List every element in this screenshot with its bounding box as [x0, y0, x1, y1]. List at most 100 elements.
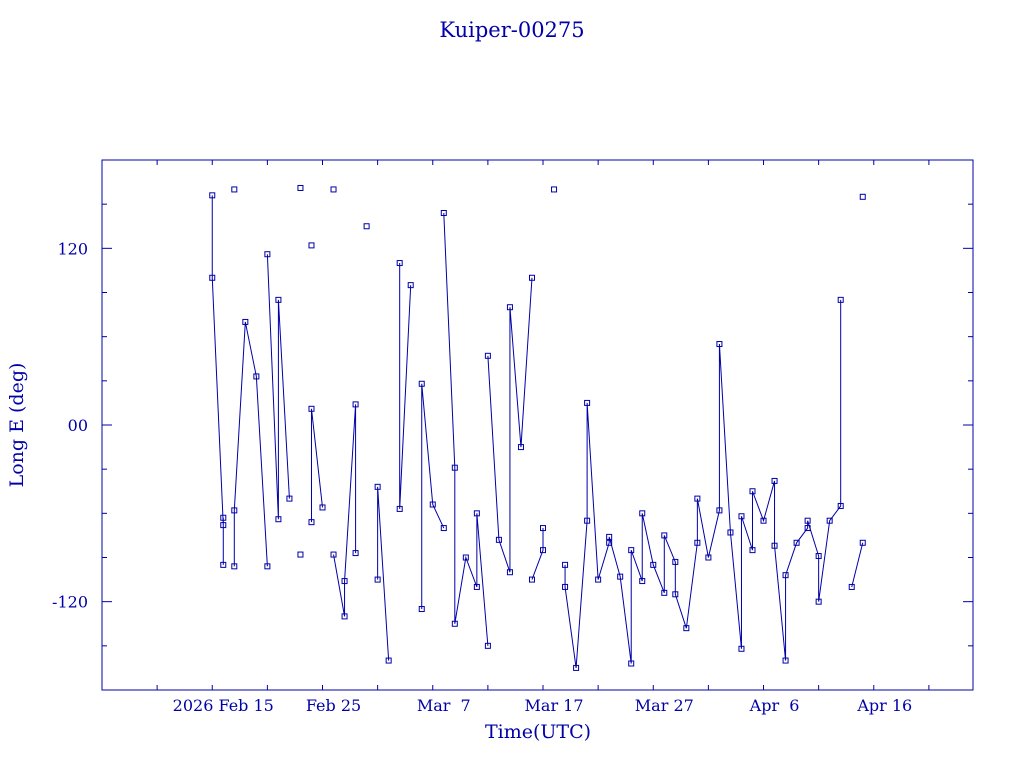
data-point	[451, 620, 458, 627]
data-point	[429, 501, 436, 508]
x-tick-label: 2026 Feb 15	[173, 696, 274, 715]
data-point	[264, 251, 271, 258]
data-point	[815, 553, 822, 560]
data-point	[749, 547, 756, 554]
data-point	[738, 513, 745, 520]
data-point	[220, 514, 227, 521]
data-point	[462, 554, 469, 561]
data-point	[639, 510, 646, 517]
data-point	[606, 539, 613, 546]
data-point	[242, 318, 249, 325]
data-point	[815, 598, 822, 605]
data-point	[848, 583, 855, 590]
data-point	[584, 517, 591, 524]
data-point	[672, 591, 679, 598]
data-point	[506, 569, 513, 576]
x-axis-label: Time(UTC)	[485, 721, 591, 743]
data-point	[859, 539, 866, 546]
x-tick-labels: 2026 Feb 15 Feb 25 Mar 7 Mar 17 Mar 27 Apr 6 A…	[173, 696, 913, 715]
data-point	[506, 304, 513, 311]
data-point	[606, 533, 613, 540]
data-point	[418, 380, 425, 387]
data-point	[760, 517, 767, 524]
data-point	[396, 260, 403, 267]
data-point	[297, 551, 304, 558]
data-point	[683, 625, 690, 632]
data-point	[540, 525, 547, 532]
chart-title: Kuiper-00275	[439, 18, 584, 42]
data-point	[661, 532, 668, 539]
data-point	[738, 645, 745, 652]
data-point	[209, 274, 216, 281]
data-point	[804, 525, 811, 532]
plot-area-frame	[101, 159, 974, 691]
data-point	[837, 296, 844, 303]
data-point	[341, 578, 348, 585]
data-point	[562, 583, 569, 590]
data-point	[540, 547, 547, 554]
x-tick-label: Mar 7	[417, 696, 471, 715]
data-point	[562, 561, 569, 568]
data-point	[782, 572, 789, 579]
data-point	[771, 477, 778, 484]
data-point	[374, 483, 381, 490]
data-point	[617, 573, 624, 580]
data-point	[231, 507, 238, 514]
data-point	[231, 563, 238, 570]
y-tick-label: -120	[52, 593, 88, 612]
data-point	[628, 547, 635, 554]
data-point	[484, 642, 491, 649]
data-point	[727, 529, 734, 536]
data-point	[551, 186, 558, 193]
data-point	[330, 186, 337, 193]
data-point	[308, 519, 315, 526]
data-point	[495, 536, 502, 543]
data-point	[793, 539, 800, 546]
data-point	[418, 606, 425, 613]
data-point	[694, 539, 701, 546]
data-point	[231, 186, 238, 193]
data-point	[528, 576, 535, 583]
data-point	[352, 401, 359, 408]
data-point	[716, 341, 723, 348]
data-point	[264, 563, 271, 570]
data-point	[385, 657, 392, 664]
data-point	[451, 464, 458, 471]
data-point	[308, 242, 315, 249]
data-point	[705, 554, 712, 561]
data-point	[308, 405, 315, 412]
x-tick-label: Mar 27	[635, 696, 694, 715]
x-tick-label: Feb 25	[306, 696, 361, 715]
data-point	[672, 558, 679, 565]
data-point	[220, 522, 227, 529]
x-tick-label: Apr 6	[749, 696, 800, 715]
x-tick-label: Apr 16	[856, 696, 912, 715]
data-point	[330, 551, 337, 558]
data-point	[650, 561, 657, 568]
data-point	[782, 657, 789, 664]
data-point	[584, 399, 591, 406]
data-point	[220, 561, 227, 568]
data-point	[209, 192, 216, 199]
series-markers	[209, 184, 866, 671]
data-point	[628, 660, 635, 667]
y-axis-label: Long E (deg)	[6, 363, 28, 488]
data-point	[440, 210, 447, 216]
data-point	[661, 589, 668, 596]
data-point	[275, 516, 282, 523]
data-point	[473, 583, 480, 590]
data-point	[837, 502, 844, 509]
data-point	[253, 373, 260, 380]
data-point	[484, 352, 491, 359]
y-tick-label: 120	[57, 239, 88, 258]
axis-ticks	[101, 159, 973, 691]
data-point	[319, 504, 326, 511]
data-point	[573, 664, 580, 671]
data-point	[440, 525, 447, 532]
data-point	[407, 282, 414, 289]
data-point	[595, 576, 602, 583]
data-point	[749, 488, 756, 495]
series-line	[211, 195, 864, 668]
data-point	[363, 223, 370, 230]
